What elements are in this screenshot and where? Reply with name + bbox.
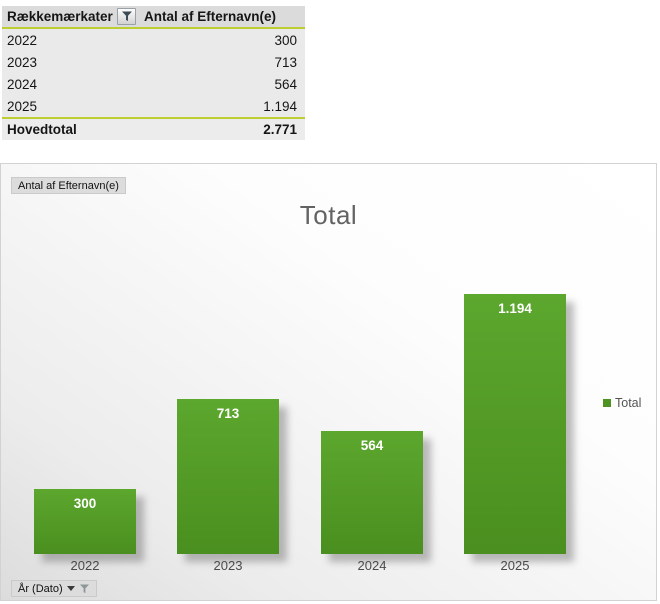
x-axis-label: 2024 — [357, 558, 387, 573]
bar-2024[interactable]: 564 — [321, 431, 423, 554]
grand-total-value: 2.771 — [263, 122, 297, 137]
value-field-button[interactable]: Antal af Efternavn(e) — [11, 177, 126, 194]
pivot-row-labels-header: Rækkemærkater — [7, 9, 113, 24]
pivot-values-header: Antal af Efternavn(e) — [144, 9, 277, 24]
bar-data-label: 564 — [360, 438, 384, 453]
pivot-grand-total-row: Hovedtotal 2.771 — [2, 117, 305, 140]
value-field-label: Antal af Efternavn(e) — [18, 179, 119, 192]
bar-data-label: 1.194 — [498, 301, 532, 316]
pivot-row-value: 713 — [274, 54, 297, 70]
pivot-row-value: 1.194 — [263, 98, 297, 114]
x-axis-labels: 2022 2023 2024 2025 — [1, 558, 658, 574]
funnel-icon — [79, 583, 89, 593]
x-axis-label: 2022 — [70, 558, 100, 573]
pivot-table: Rækkemærkater Antal af Efternavn(e) 2022… — [2, 6, 305, 140]
pivot-row-value: 300 — [274, 32, 297, 48]
pivot-row-label: 2024 — [7, 76, 38, 92]
pivot-header-row: Rækkemærkater Antal af Efternavn(e) — [2, 6, 305, 29]
bar-2025[interactable]: 1.194 — [464, 294, 566, 554]
row-labels-filter-button[interactable] — [117, 8, 136, 25]
bar-2022[interactable]: 300 — [34, 489, 136, 554]
pivot-row-2025: 2025 1.194 — [2, 95, 305, 117]
x-axis-label: 2025 — [500, 558, 530, 573]
legend[interactable]: Total — [603, 396, 641, 410]
x-axis-label: 2023 — [213, 558, 243, 573]
legend-label: Total — [615, 396, 642, 410]
axis-field-button[interactable]: År (Dato) — [11, 580, 97, 597]
pivot-chart: Antal af Efternavn(e) Total 300 713 564 1.1… — [0, 163, 657, 601]
bar-2023[interactable]: 713 — [177, 399, 279, 554]
axis-field-label: År (Dato) — [18, 582, 63, 595]
plot-area: 300 713 564 1.194 — [13, 294, 587, 554]
funnel-icon — [121, 11, 132, 21]
pivot-row-label: 2022 — [7, 32, 38, 48]
pivot-row-label: 2025 — [7, 98, 38, 114]
pivot-row-2024: 2024 564 — [2, 73, 305, 95]
bar-data-label: 300 — [73, 496, 97, 511]
chart-title[interactable]: Total — [299, 200, 358, 230]
chevron-down-icon — [66, 586, 75, 591]
legend-swatch — [603, 399, 611, 407]
pivot-row-2023: 2023 713 — [2, 51, 305, 73]
pivot-row-2022: 2022 300 — [2, 29, 305, 51]
pivot-row-value: 564 — [274, 76, 297, 92]
grand-total-label: Hovedtotal — [7, 122, 77, 137]
pivot-row-label: 2023 — [7, 54, 38, 70]
bar-data-label: 713 — [216, 406, 240, 421]
